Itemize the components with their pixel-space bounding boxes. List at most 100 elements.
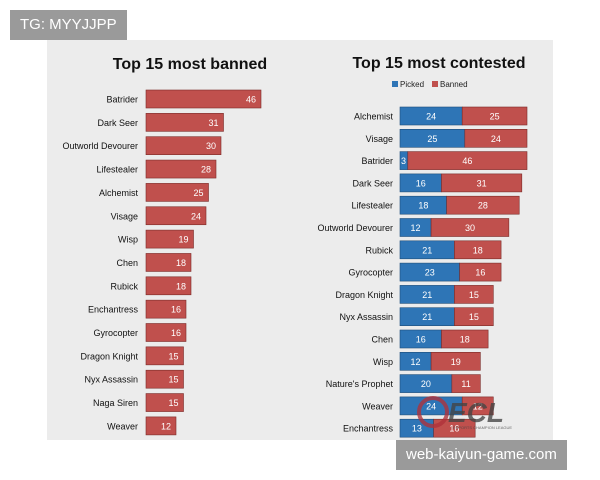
- banned-category-label: Visage: [111, 211, 138, 221]
- contested-category-label: Outworld Devourer: [317, 223, 393, 233]
- banned-bar: [145, 253, 192, 272]
- contested-category-label: Weaver: [362, 401, 393, 411]
- picked-value-label: 25: [427, 134, 437, 144]
- legend-picked-swatch: [392, 81, 398, 87]
- banned-value-label: 16: [171, 305, 181, 315]
- contested-category-label: Alchemist: [354, 112, 394, 122]
- picked-value-label: 13: [412, 424, 422, 434]
- logo-ring: [417, 396, 449, 428]
- contested-banned-value-label: 28: [478, 201, 488, 211]
- contested-banned-value-label: 18: [460, 335, 470, 345]
- contested-banned-value-label: 15: [469, 290, 479, 300]
- logo-text: ECL: [448, 397, 504, 428]
- picked-value-label: 24: [426, 401, 436, 411]
- banned-category-label: Dragon Knight: [80, 351, 138, 361]
- banned-bar: [145, 393, 184, 412]
- contested-category-label: Lifestealer: [351, 201, 393, 211]
- banned-bar: [145, 89, 262, 109]
- banned-bar: [145, 276, 192, 296]
- contested-category-label: Batrider: [361, 156, 393, 166]
- banned-value-label: 15: [168, 351, 178, 361]
- contested-banned-bar: [454, 285, 494, 304]
- picked-value-label: 16: [416, 335, 426, 345]
- picked-value-label: 21: [422, 312, 432, 322]
- contested-banned-value-label: 25: [490, 112, 500, 122]
- contested-banned-value-label: 12: [473, 401, 483, 411]
- banned-category-label: Chen: [116, 258, 138, 268]
- banned-category-label: Enchantress: [88, 305, 139, 315]
- banned-bar: [145, 159, 217, 179]
- banned-bar: [145, 416, 177, 436]
- contested-banned-bar: [407, 151, 528, 170]
- banned-category-label: Lifestealer: [96, 165, 138, 175]
- banned-value-label: 46: [246, 95, 256, 105]
- banned-bars: Batrider 46 Dark Seer 31 Outworld Devourer 30…: [62, 89, 262, 436]
- contested-category-label: Chen: [371, 335, 393, 345]
- banned-category-label: Nyx Assassin: [84, 375, 138, 385]
- contested-banned-bar: [451, 374, 481, 393]
- banned-category-label: Naga Siren: [93, 398, 138, 408]
- picked-value-label: 3: [401, 156, 406, 166]
- contested-category-label: Nature's Prophet: [326, 379, 394, 389]
- banned-category-label: Dark Seer: [97, 118, 138, 128]
- contested-chart-title: Top 15 most contested: [352, 55, 525, 72]
- contested-banned-value-label: 19: [451, 357, 461, 367]
- contested-category-label: Rubick: [365, 245, 393, 255]
- contested-banned-value-label: 16: [475, 268, 485, 278]
- contested-bars: Alchemist 24 25 Visage 25 24 Batrider 3 46 Dark S…: [317, 106, 528, 438]
- contested-banned-value-label: 15: [469, 312, 479, 322]
- chart-panel: Top 15 most banned Top 15 most contested…: [47, 40, 553, 440]
- banned-value-label: 31: [208, 118, 218, 128]
- banned-value-label: 18: [176, 281, 186, 291]
- banned-bar: [145, 369, 184, 389]
- banned-category-label: Wisp: [118, 235, 138, 245]
- banned-category-label: Alchemist: [99, 188, 139, 198]
- picked-value-label: 12: [411, 357, 421, 367]
- picked-value-label: 21: [422, 245, 432, 255]
- banned-value-label: 12: [161, 421, 171, 431]
- contested-banned-bar: [441, 329, 489, 349]
- banned-bar: [145, 136, 222, 155]
- picked-value-label: 20: [421, 379, 431, 389]
- banned-category-label: Weaver: [107, 421, 138, 431]
- contested-banned-bar: [433, 418, 476, 438]
- contested-category-label: Visage: [366, 134, 393, 144]
- contested-banned-value-label: 46: [462, 156, 472, 166]
- banned-value-label: 19: [178, 235, 188, 245]
- picked-value-label: 21: [422, 290, 432, 300]
- contested-banned-bar: [461, 396, 494, 416]
- banned-value-label: 30: [206, 141, 216, 151]
- contested-banned-bar: [464, 129, 528, 148]
- banned-bar: [145, 229, 194, 249]
- banned-value-label: 25: [193, 188, 203, 198]
- banned-bar: [145, 206, 207, 226]
- watermark-bottom: web-kaiyun-game.com: [396, 440, 567, 470]
- contested-banned-value-label: 31: [477, 178, 487, 188]
- banned-category-label: Rubick: [110, 281, 138, 291]
- banned-value-label: 15: [168, 398, 178, 408]
- contested-banned-bar: [461, 106, 528, 126]
- banned-bar: [145, 183, 209, 202]
- contested-category-label: Gyrocopter: [348, 268, 393, 278]
- picked-value-label: 12: [411, 223, 421, 233]
- contested-banned-bar: [441, 173, 523, 193]
- charts-svg: Top 15 most banned Top 15 most contested…: [62, 55, 528, 438]
- banned-value-label: 18: [176, 258, 186, 268]
- logo-subtext: ESPORTS CHAMPION LEAGUE: [453, 425, 512, 430]
- contested-banned-value-label: 18: [473, 245, 483, 255]
- contested-banned-value-label: 11: [461, 379, 470, 389]
- contested-banned-bar: [454, 240, 502, 260]
- banned-bar: [145, 113, 224, 132]
- contested-banned-value-label: 24: [491, 134, 501, 144]
- banned-bar: [145, 346, 184, 366]
- contested-banned-bar: [430, 351, 481, 371]
- contested-category-label: Dragon Knight: [335, 290, 393, 300]
- banned-value-label: 24: [191, 211, 201, 221]
- legend-banned-swatch: [432, 81, 438, 87]
- contested-banned-bar: [459, 262, 502, 282]
- banned-value-label: 16: [171, 328, 181, 338]
- contested-banned-bar: [430, 218, 510, 237]
- banned-bar: [145, 323, 187, 342]
- contested-category-label: Nyx Assassin: [339, 312, 393, 322]
- banned-category-label: Outworld Devourer: [62, 141, 138, 151]
